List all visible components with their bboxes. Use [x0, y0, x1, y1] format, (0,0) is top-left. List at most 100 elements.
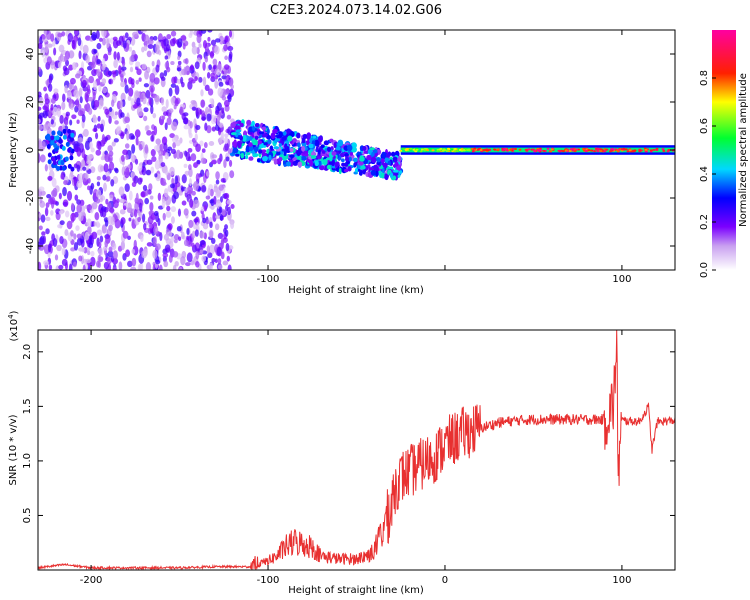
- spectrogram-cell: [418, 148, 422, 151]
- spectrogram-cell: [52, 238, 58, 247]
- spectrogram-cell: [82, 86, 88, 92]
- spectrogram-cell: [126, 202, 132, 213]
- spectrogram-cell: [93, 99, 100, 108]
- spectrogram-cell: [73, 89, 79, 98]
- spectrogram-cell: [146, 50, 152, 58]
- spectrogram-cell: [113, 138, 119, 143]
- spectrogram-cell: [64, 229, 69, 237]
- spectrogram-cell: [46, 143, 51, 149]
- spectrogram-cell: [110, 99, 115, 108]
- spectrogram-cell: [43, 57, 48, 64]
- spectrogram-cell: [150, 87, 154, 97]
- spectrogram-cell: [72, 261, 77, 268]
- spectrogram-cell: [453, 148, 457, 151]
- spectrogram-cell: [125, 154, 129, 161]
- spectrogram-cell: [120, 81, 126, 88]
- spectrogram-cell: [64, 156, 69, 162]
- spectrogram-cell: [564, 149, 568, 152]
- spectrogram-cell: [51, 130, 56, 136]
- spectrogram-cell: [171, 121, 178, 131]
- spectrogram-cell: [66, 190, 73, 201]
- spectrogram-cell: [224, 142, 229, 151]
- spectrogram-cell: [158, 264, 163, 270]
- spectrogram-cell: [181, 200, 187, 206]
- spectrogram-cell: [166, 205, 171, 212]
- spectrogram-cell: [150, 135, 154, 142]
- spectrogram-cell: [96, 143, 101, 149]
- spectrogram-cell: [206, 125, 212, 134]
- spectrogram-cell: [90, 147, 95, 153]
- spectrogram-cell: [120, 209, 125, 215]
- spectrogram-cell: [204, 84, 210, 92]
- spectrogram-cell: [188, 132, 193, 139]
- spectrogram-cell: [311, 140, 316, 145]
- spectrogram-cell: [373, 164, 378, 170]
- spectrogram-cell: [148, 183, 153, 191]
- spectrogram-cell: [154, 160, 161, 170]
- spectrogram-cell: [183, 239, 189, 247]
- spectrogram-cell: [74, 146, 80, 153]
- colorbar: 0.0 0.2 0.4 0.6 0.8 Normalized spectral ampl…: [699, 30, 749, 278]
- spectrogram-cell: [108, 79, 112, 85]
- snr-panel: -200 -100 0 100 0.5 1.0 1.5 2.0 Height of strai…: [7, 310, 676, 596]
- spectrogram-cell: [256, 140, 263, 145]
- spectrogram-cell: [75, 98, 80, 108]
- spectrogram-cell: [220, 240, 225, 249]
- spectrogram-cell: [199, 231, 205, 239]
- spectrogram-cell: [214, 80, 219, 89]
- spectrogram-cell: [206, 72, 211, 79]
- spectrogram-cell: [47, 175, 53, 181]
- spectrogram-cell: [193, 218, 199, 223]
- spectrogram-cell: [120, 217, 126, 225]
- spectrogram-cell: [202, 61, 206, 71]
- spectrogram-cell: [137, 177, 143, 185]
- spectrogram-cell: [611, 147, 615, 150]
- spectrogram-cell: [337, 139, 344, 147]
- spectrogram-cell: [221, 208, 226, 216]
- spectrogram-ytick-label: -20: [25, 190, 36, 206]
- snr-ytick-label: 2.0: [22, 344, 33, 360]
- spectrogram-cell: [200, 30, 207, 34]
- spectrogram-cell: [78, 142, 84, 153]
- spectrogram-cell: [167, 231, 173, 237]
- spectrogram-cell: [174, 85, 180, 96]
- spectrogram-cell: [204, 122, 208, 131]
- spectrogram-cell: [227, 93, 232, 103]
- spectrogram-cell: [322, 158, 328, 166]
- spectrogram-cell: [584, 150, 588, 153]
- spectrogram-cell: [92, 91, 96, 101]
- spectrogram-cell: [61, 247, 66, 256]
- spectrogram-cell: [226, 199, 232, 205]
- spectrogram-cell: [373, 149, 378, 154]
- spectrogram-cell: [209, 188, 214, 197]
- spectrogram-cell: [208, 64, 212, 71]
- spectrogram-cell: [58, 61, 62, 69]
- spectrogram-cell: [90, 250, 95, 257]
- spectrogram-cell: [55, 135, 60, 141]
- spectrogram-cell: [92, 116, 98, 124]
- spectrogram-cell: [131, 257, 137, 267]
- spectrogram-cell: [587, 149, 591, 152]
- spectrogram-cell: [286, 161, 292, 167]
- spectrogram-cell: [38, 153, 41, 163]
- spectrogram-cell: [194, 229, 199, 237]
- spectrogram-cell: [95, 189, 102, 198]
- spectrogram-cell: [320, 144, 325, 148]
- spectrogram-cell: [50, 209, 54, 216]
- spectrogram-cell: [164, 152, 169, 160]
- spectrogram-cell: [624, 148, 628, 151]
- spectrogram-cell: [232, 140, 237, 148]
- spectrogram-cell: [334, 162, 339, 169]
- spectrogram-cell: [182, 117, 189, 125]
- spectrogram-cell: [76, 237, 83, 246]
- spectrogram-cell: [153, 77, 160, 85]
- spectrogram-cell: [232, 147, 239, 154]
- spectrogram-cell: [186, 227, 190, 235]
- spectrogram-cell: [45, 43, 49, 54]
- spectrogram-cell: [95, 198, 101, 204]
- spectrogram-cell: [220, 251, 225, 260]
- spectrogram-cell: [161, 106, 167, 113]
- spectrogram-cell: [96, 181, 101, 187]
- spectrogram-cell: [144, 144, 149, 154]
- spectrogram-cell: [105, 198, 109, 205]
